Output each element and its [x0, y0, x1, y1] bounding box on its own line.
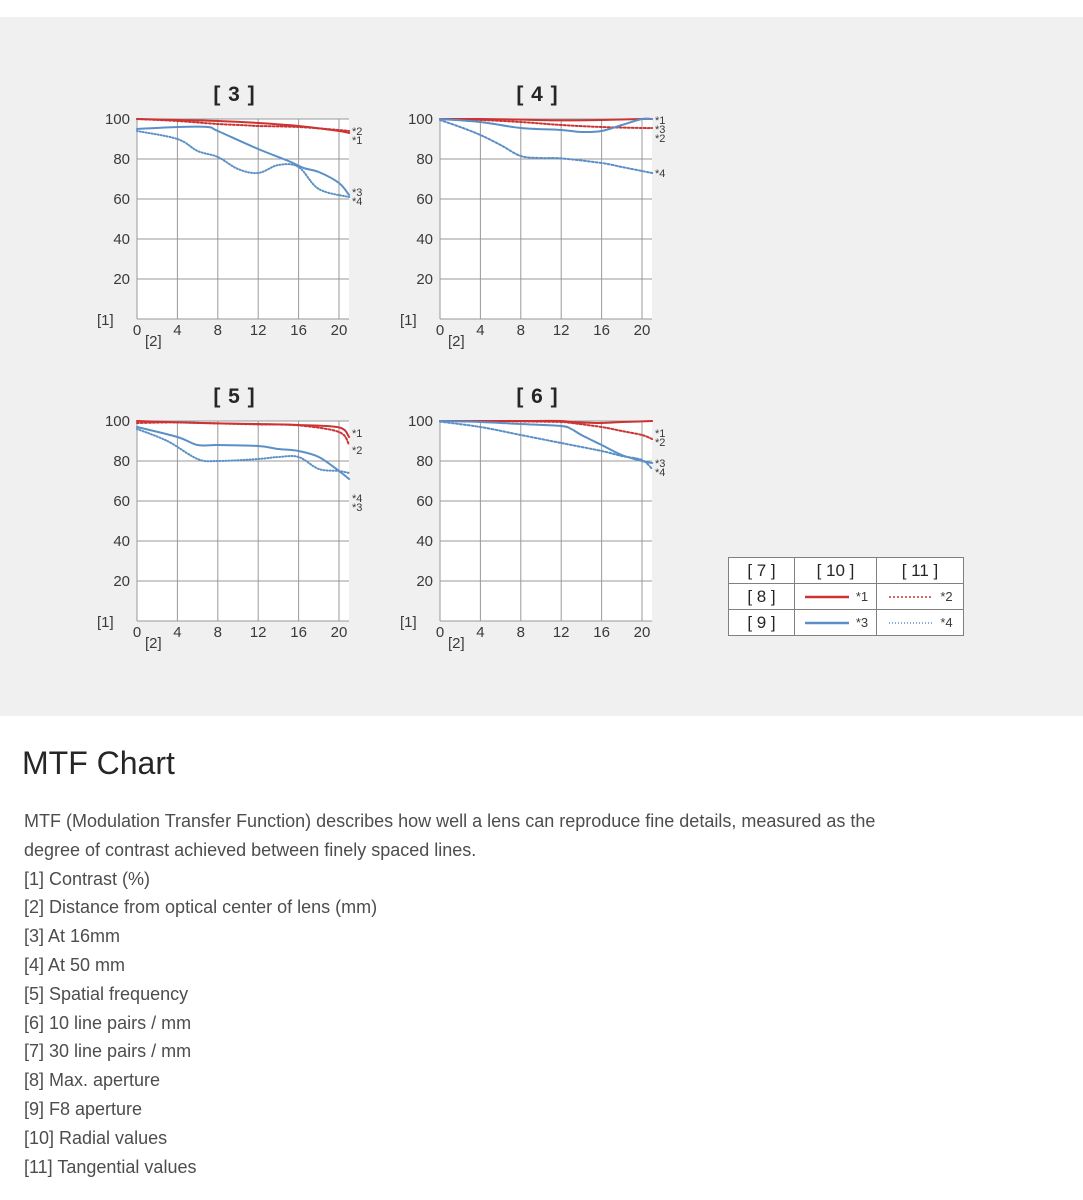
svg-text:12: 12: [553, 624, 570, 641]
svg-text:12: 12: [250, 322, 267, 339]
svg-text:20: 20: [634, 624, 651, 641]
svg-text:[2]: [2]: [448, 333, 465, 350]
svg-text:[2]: [2]: [145, 635, 162, 652]
svg-text:0: 0: [133, 322, 141, 339]
svg-text:[1]: [1]: [400, 312, 417, 329]
svg-text:16: 16: [290, 624, 307, 641]
svg-text:*2: *2: [352, 445, 362, 457]
svg-text:80: 80: [416, 151, 433, 168]
svg-text:[1]: [1]: [400, 614, 417, 631]
svg-text:100: 100: [408, 413, 433, 430]
svg-text:16: 16: [593, 624, 610, 641]
svg-text:[2]: [2]: [145, 333, 162, 350]
svg-text:20: 20: [331, 624, 348, 641]
svg-text:60: 60: [416, 191, 433, 208]
svg-text:20: 20: [113, 271, 130, 288]
svg-text:8: 8: [214, 322, 222, 339]
svg-text:4: 4: [173, 624, 181, 641]
svg-text:8: 8: [517, 624, 525, 641]
svg-text:20: 20: [416, 573, 433, 590]
svg-text:20: 20: [331, 322, 348, 339]
svg-text:100: 100: [408, 111, 433, 128]
svg-text:*2: *2: [655, 437, 665, 449]
svg-text:20: 20: [416, 271, 433, 288]
svg-text:*4: *4: [352, 196, 362, 208]
svg-text:[1]: [1]: [97, 312, 114, 329]
svg-text:40: 40: [113, 533, 130, 550]
svg-text:4: 4: [173, 322, 181, 339]
svg-text:80: 80: [113, 151, 130, 168]
svg-text:100: 100: [105, 111, 130, 128]
svg-text:40: 40: [113, 231, 130, 248]
svg-text:20: 20: [113, 573, 130, 590]
svg-text:40: 40: [416, 231, 433, 248]
svg-text:*4: *4: [655, 168, 665, 180]
svg-text:20: 20: [634, 322, 651, 339]
svg-text:*1: *1: [352, 135, 362, 147]
svg-text:4: 4: [476, 624, 484, 641]
svg-text:*3: *3: [352, 502, 362, 514]
svg-text:12: 12: [553, 322, 570, 339]
svg-text:80: 80: [416, 453, 433, 470]
svg-text:*2: *2: [655, 133, 665, 145]
svg-text:80: 80: [113, 453, 130, 470]
svg-text:*4: *4: [655, 467, 665, 479]
svg-text:8: 8: [517, 322, 525, 339]
svg-text:4: 4: [476, 322, 484, 339]
svg-text:100: 100: [105, 413, 130, 430]
svg-text:*1: *1: [352, 428, 362, 440]
svg-text:[1]: [1]: [97, 614, 114, 631]
svg-text:60: 60: [416, 493, 433, 510]
svg-text:60: 60: [113, 493, 130, 510]
svg-text:0: 0: [436, 624, 444, 641]
svg-text:0: 0: [133, 624, 141, 641]
svg-text:12: 12: [250, 624, 267, 641]
svg-text:16: 16: [593, 322, 610, 339]
svg-text:60: 60: [113, 191, 130, 208]
svg-text:[2]: [2]: [448, 635, 465, 652]
svg-text:8: 8: [214, 624, 222, 641]
svg-text:16: 16: [290, 322, 307, 339]
svg-text:0: 0: [436, 322, 444, 339]
svg-text:40: 40: [416, 533, 433, 550]
